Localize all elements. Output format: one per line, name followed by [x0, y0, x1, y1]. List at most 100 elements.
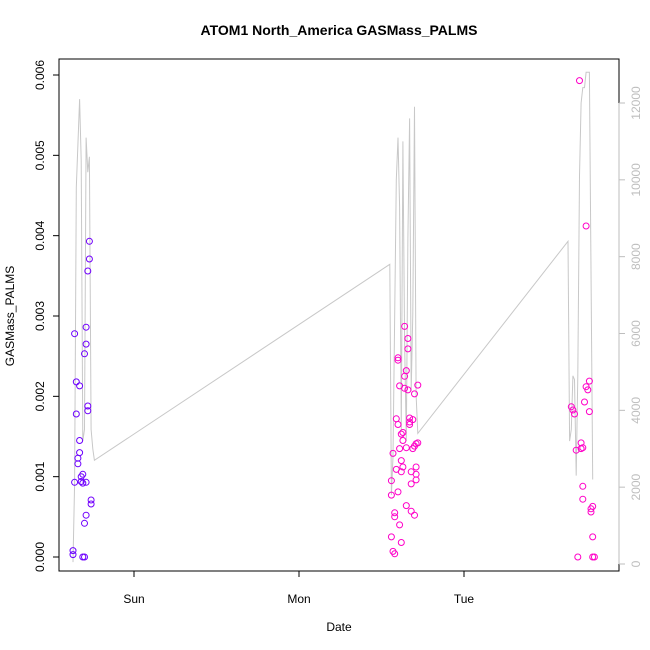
scatter-point — [391, 509, 399, 517]
scatter-point — [387, 491, 395, 499]
scatter-point — [397, 457, 405, 465]
y2-tick-label: 6000 — [629, 320, 643, 347]
scatter-point — [82, 323, 90, 331]
scatter-point — [82, 511, 90, 519]
scatter-point — [579, 495, 587, 503]
scatter-point — [85, 237, 93, 245]
scatter-point — [69, 547, 77, 555]
y2-tick-label: 2000 — [629, 473, 643, 500]
scatter-point — [87, 500, 95, 508]
chart-title: ATOM1 North_America GASMass_PALMS — [201, 22, 478, 38]
scatter-point — [389, 449, 397, 457]
scatter-point — [396, 521, 404, 529]
scatter-point — [76, 437, 84, 444]
scatter-point — [589, 502, 597, 510]
scatter-point — [402, 444, 410, 452]
scatter-point — [399, 437, 407, 444]
scatter-point — [392, 415, 400, 423]
scatter-point — [414, 439, 422, 447]
scatter-point — [407, 480, 415, 488]
scatter-point — [387, 533, 395, 541]
y-tick-label: 0.000 — [33, 542, 47, 572]
y2-tick-label: 4000 — [629, 397, 643, 424]
scatter-point — [402, 502, 410, 510]
scatter-point — [72, 378, 80, 386]
y2-tick-label: 10000 — [629, 163, 643, 197]
scatter-point — [85, 255, 93, 263]
scatter-point — [399, 463, 407, 471]
line-series — [72, 71, 594, 563]
scatter-point — [82, 340, 90, 348]
scatter-point — [394, 354, 402, 362]
scatter-point — [407, 507, 415, 515]
scatter-point — [406, 421, 414, 428]
scatter-point — [589, 533, 597, 541]
scatter-point — [81, 350, 88, 358]
scatter-point — [391, 513, 399, 521]
scatter-point — [396, 445, 404, 453]
scatter-point — [84, 407, 92, 415]
scatter-point — [574, 553, 582, 561]
scatter-point — [394, 356, 402, 364]
scatter-point — [585, 377, 593, 385]
scatter-point — [84, 402, 92, 410]
y2-tick-label: 12000 — [629, 86, 643, 120]
y-tick-label: 0.004 — [33, 220, 47, 250]
plot-box — [58, 58, 620, 572]
axes-layer: 0.000 0.001 0.002 0.003 0.004 0.005 0.006 0 2000… — [33, 60, 643, 606]
scatter-point — [399, 429, 407, 436]
y2-tick-label: 0 — [629, 560, 643, 567]
scatter-point — [69, 551, 77, 559]
scatter-point — [409, 416, 417, 424]
scatter-point — [76, 382, 84, 390]
scatter-point — [77, 478, 85, 485]
x-axis-label: Date — [326, 620, 352, 634]
scatter-point — [401, 384, 409, 392]
scatter-point — [576, 77, 583, 85]
y-tick-label: 0.002 — [33, 381, 47, 411]
scatter-point — [404, 345, 412, 353]
scatter-point — [87, 496, 95, 504]
y-axis-label: GASMass_PALMS — [3, 266, 17, 366]
scatter-point — [581, 398, 588, 406]
scatter-point — [401, 322, 409, 330]
scatter-point — [397, 539, 405, 546]
scatter-point — [71, 478, 79, 486]
scatter-point — [82, 478, 90, 486]
y-tick-label: 0.001 — [33, 461, 47, 491]
x-tick-label: Sun — [123, 592, 144, 606]
scatter-point — [579, 482, 587, 490]
scatter-point — [412, 470, 420, 478]
y2-tick-label: 8000 — [629, 243, 643, 270]
series-layer — [69, 71, 598, 563]
scatter-point — [412, 463, 420, 471]
scatter-point — [582, 222, 590, 230]
scatter-point — [394, 488, 402, 496]
y-tick-label: 0.005 — [33, 140, 47, 170]
scatter-point — [411, 511, 418, 519]
scatter-point — [572, 446, 580, 454]
scatter-point — [404, 386, 412, 394]
scatter-point — [81, 553, 88, 561]
scatter-point — [391, 550, 399, 558]
scatter-point — [81, 519, 88, 527]
x-tick-label: Tue — [454, 592, 475, 606]
scatter-point — [72, 410, 80, 418]
scatter-point — [394, 421, 402, 428]
scatter-point — [387, 477, 395, 485]
scatter-point — [79, 479, 87, 487]
scatter-point — [585, 408, 593, 416]
scatter-point — [414, 381, 422, 389]
scatter-point — [590, 553, 598, 561]
scatter-point — [571, 410, 578, 418]
scatter-point — [404, 335, 412, 342]
scatter-point — [411, 390, 418, 398]
scatter-point — [397, 430, 405, 438]
scatter-point — [71, 330, 79, 338]
y-tick-label: 0.003 — [33, 301, 47, 331]
scatter-point — [397, 468, 405, 476]
scatter-point — [579, 444, 587, 452]
scatter-point — [76, 449, 84, 457]
y-tick-label: 0.006 — [33, 60, 47, 90]
